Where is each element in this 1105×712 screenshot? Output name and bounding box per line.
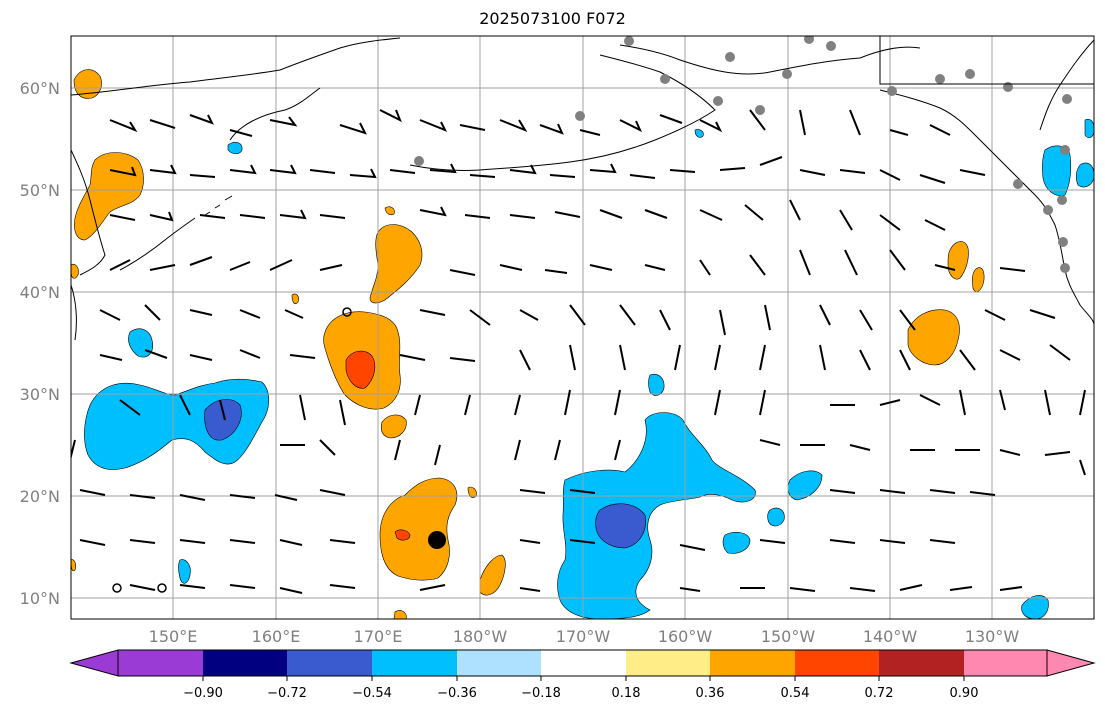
colorbar-segment: [118, 650, 203, 676]
colorbar-segment: [879, 650, 964, 676]
lat-label: 30°N: [20, 385, 60, 404]
positive-anomaly-shading: [71, 69, 985, 619]
colorbar-segment: [203, 650, 287, 676]
region-box: [879, 36, 1094, 85]
colorbar-tick-label: 0.90: [950, 686, 979, 701]
colorbar-segment: [795, 650, 879, 676]
longitude-labels: 150°E 160°E 170°E 180°W 170°W 160°W 150°…: [149, 627, 1020, 646]
lat-label: 40°N: [20, 283, 60, 302]
lat-label: 10°N: [20, 589, 60, 608]
lon-label: 160°E: [252, 627, 301, 646]
colorbar-segment: [964, 650, 1047, 676]
gridlines: [71, 36, 1094, 619]
colorbar: −0.90 −0.72 −0.54 −0.36 −0.18 0.18 0.36 …: [69, 649, 1096, 701]
lon-label: 170°W: [556, 627, 611, 646]
lon-label: 150°W: [761, 627, 816, 646]
lon-label: 160°W: [658, 627, 713, 646]
colorbar-tick-label: −0.72: [267, 686, 307, 701]
colorbar-under-triangle: [69, 649, 119, 677]
lon-label: 170°E: [354, 627, 403, 646]
map-title: 2025073100 F072: [479, 9, 626, 28]
colorbar-segment: [541, 650, 626, 676]
map-panel: [71, 36, 1094, 619]
coastlines: [71, 37, 1094, 341]
colorbar-tick-label: 0.72: [865, 686, 894, 701]
colorbar-segment: [287, 650, 372, 676]
colorbar-segment: [372, 650, 457, 676]
colorbar-tick-label: 0.54: [781, 686, 810, 701]
lat-label: 50°N: [20, 181, 60, 200]
lat-label: 20°N: [20, 487, 60, 506]
lon-label: 180°W: [453, 627, 508, 646]
colorbar-tick-label: −0.54: [352, 686, 392, 701]
colorbar-tick-label: −0.18: [521, 686, 561, 701]
colorbar-tick-label: −0.90: [183, 686, 223, 701]
colorbar-tick-label: −0.36: [437, 686, 477, 701]
storm-markers: [112, 307, 446, 593]
colorbar-segment: [626, 650, 710, 676]
colorbar-segment: [710, 650, 795, 676]
lat-label: 60°N: [20, 79, 60, 98]
negative-anomaly-shading: [84, 119, 1094, 619]
lon-label: 130°W: [965, 627, 1020, 646]
map-frame: [70, 35, 1095, 620]
lon-label: 150°E: [149, 627, 198, 646]
station-markers: [414, 36, 1072, 273]
colorbar-tick-label: 0.36: [696, 686, 725, 701]
colorbar-tick-label: 0.18: [612, 686, 641, 701]
colorbar-over-triangle: [1046, 649, 1096, 677]
lon-label: 140°W: [863, 627, 918, 646]
colorbar-segment: [457, 650, 541, 676]
wind-barbs: [71, 109, 1086, 594]
latitude-labels: 60°N 50°N 40°N 30°N 20°N 10°N: [20, 79, 60, 608]
